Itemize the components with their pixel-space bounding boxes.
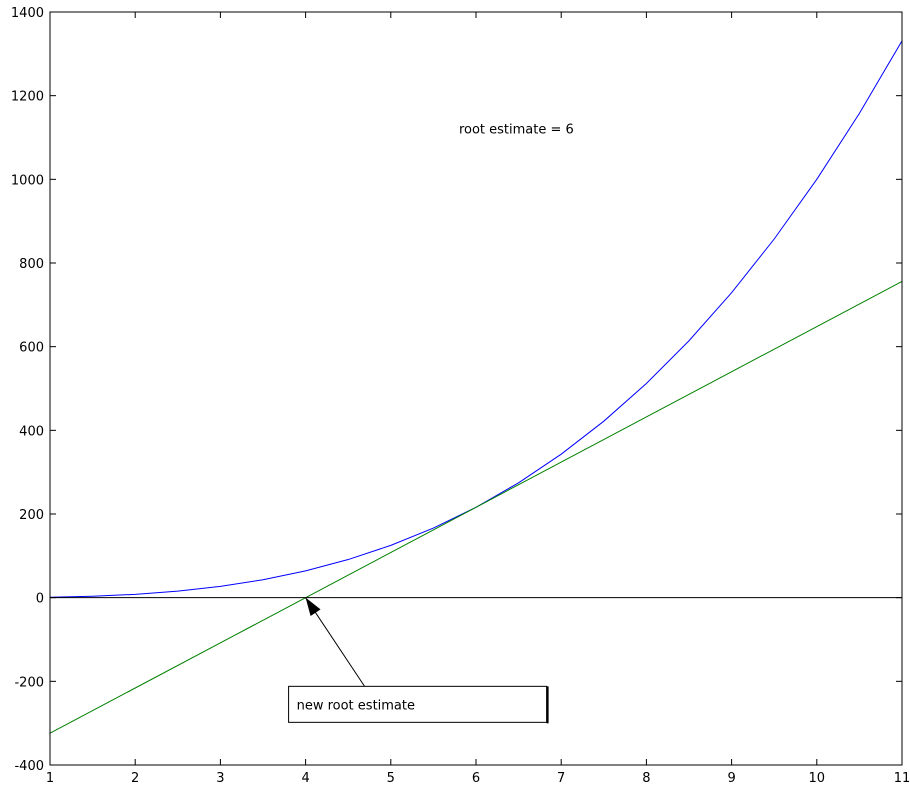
x-tick-label: 10	[809, 771, 826, 786]
x-tick-label: 1	[46, 771, 54, 786]
series-layer	[49, 40, 903, 734]
y-tick-label: 200	[19, 508, 44, 523]
y-tick-label: 0	[36, 592, 44, 607]
x-tick-label: 8	[642, 771, 650, 786]
x-tick-label: 5	[387, 771, 395, 786]
x-tick-label: 2	[131, 771, 139, 786]
y-tick-label: 800	[19, 257, 44, 272]
series-line-1	[49, 280, 903, 734]
y-tick-label: 1200	[11, 90, 44, 105]
x-tick-label: 4	[301, 771, 309, 786]
x-tick-label: 7	[557, 771, 565, 786]
annotation-arrow-head	[305, 597, 321, 616]
x-tick-label: 11	[894, 771, 910, 786]
root-estimate-annotation: root estimate = 6	[459, 122, 574, 137]
y-tick-label: 1400	[11, 6, 44, 21]
annotation-layer: root estimate = 6 new root estimate	[288, 122, 574, 724]
y-tick-label: 600	[19, 341, 44, 356]
new-root-estimate-box: new root estimate	[288, 685, 549, 724]
y-tick-label: 400	[19, 424, 44, 439]
y-tick-label: -200	[14, 675, 44, 690]
y-tick-label: 1000	[11, 173, 44, 188]
x-tick-label: 6	[472, 771, 480, 786]
y-tick-label: -400	[14, 759, 44, 774]
x-tick-label: 9	[727, 771, 735, 786]
annotation-box	[288, 685, 548, 723]
new-root-estimate-label: new root estimate	[297, 698, 415, 713]
tick-layer: 1 2 3 4 5 6 7 8 9 10 11 -400 -200 0 200 400 600 800 1000 12…	[11, 6, 910, 786]
x-tick-label: 3	[216, 771, 224, 786]
